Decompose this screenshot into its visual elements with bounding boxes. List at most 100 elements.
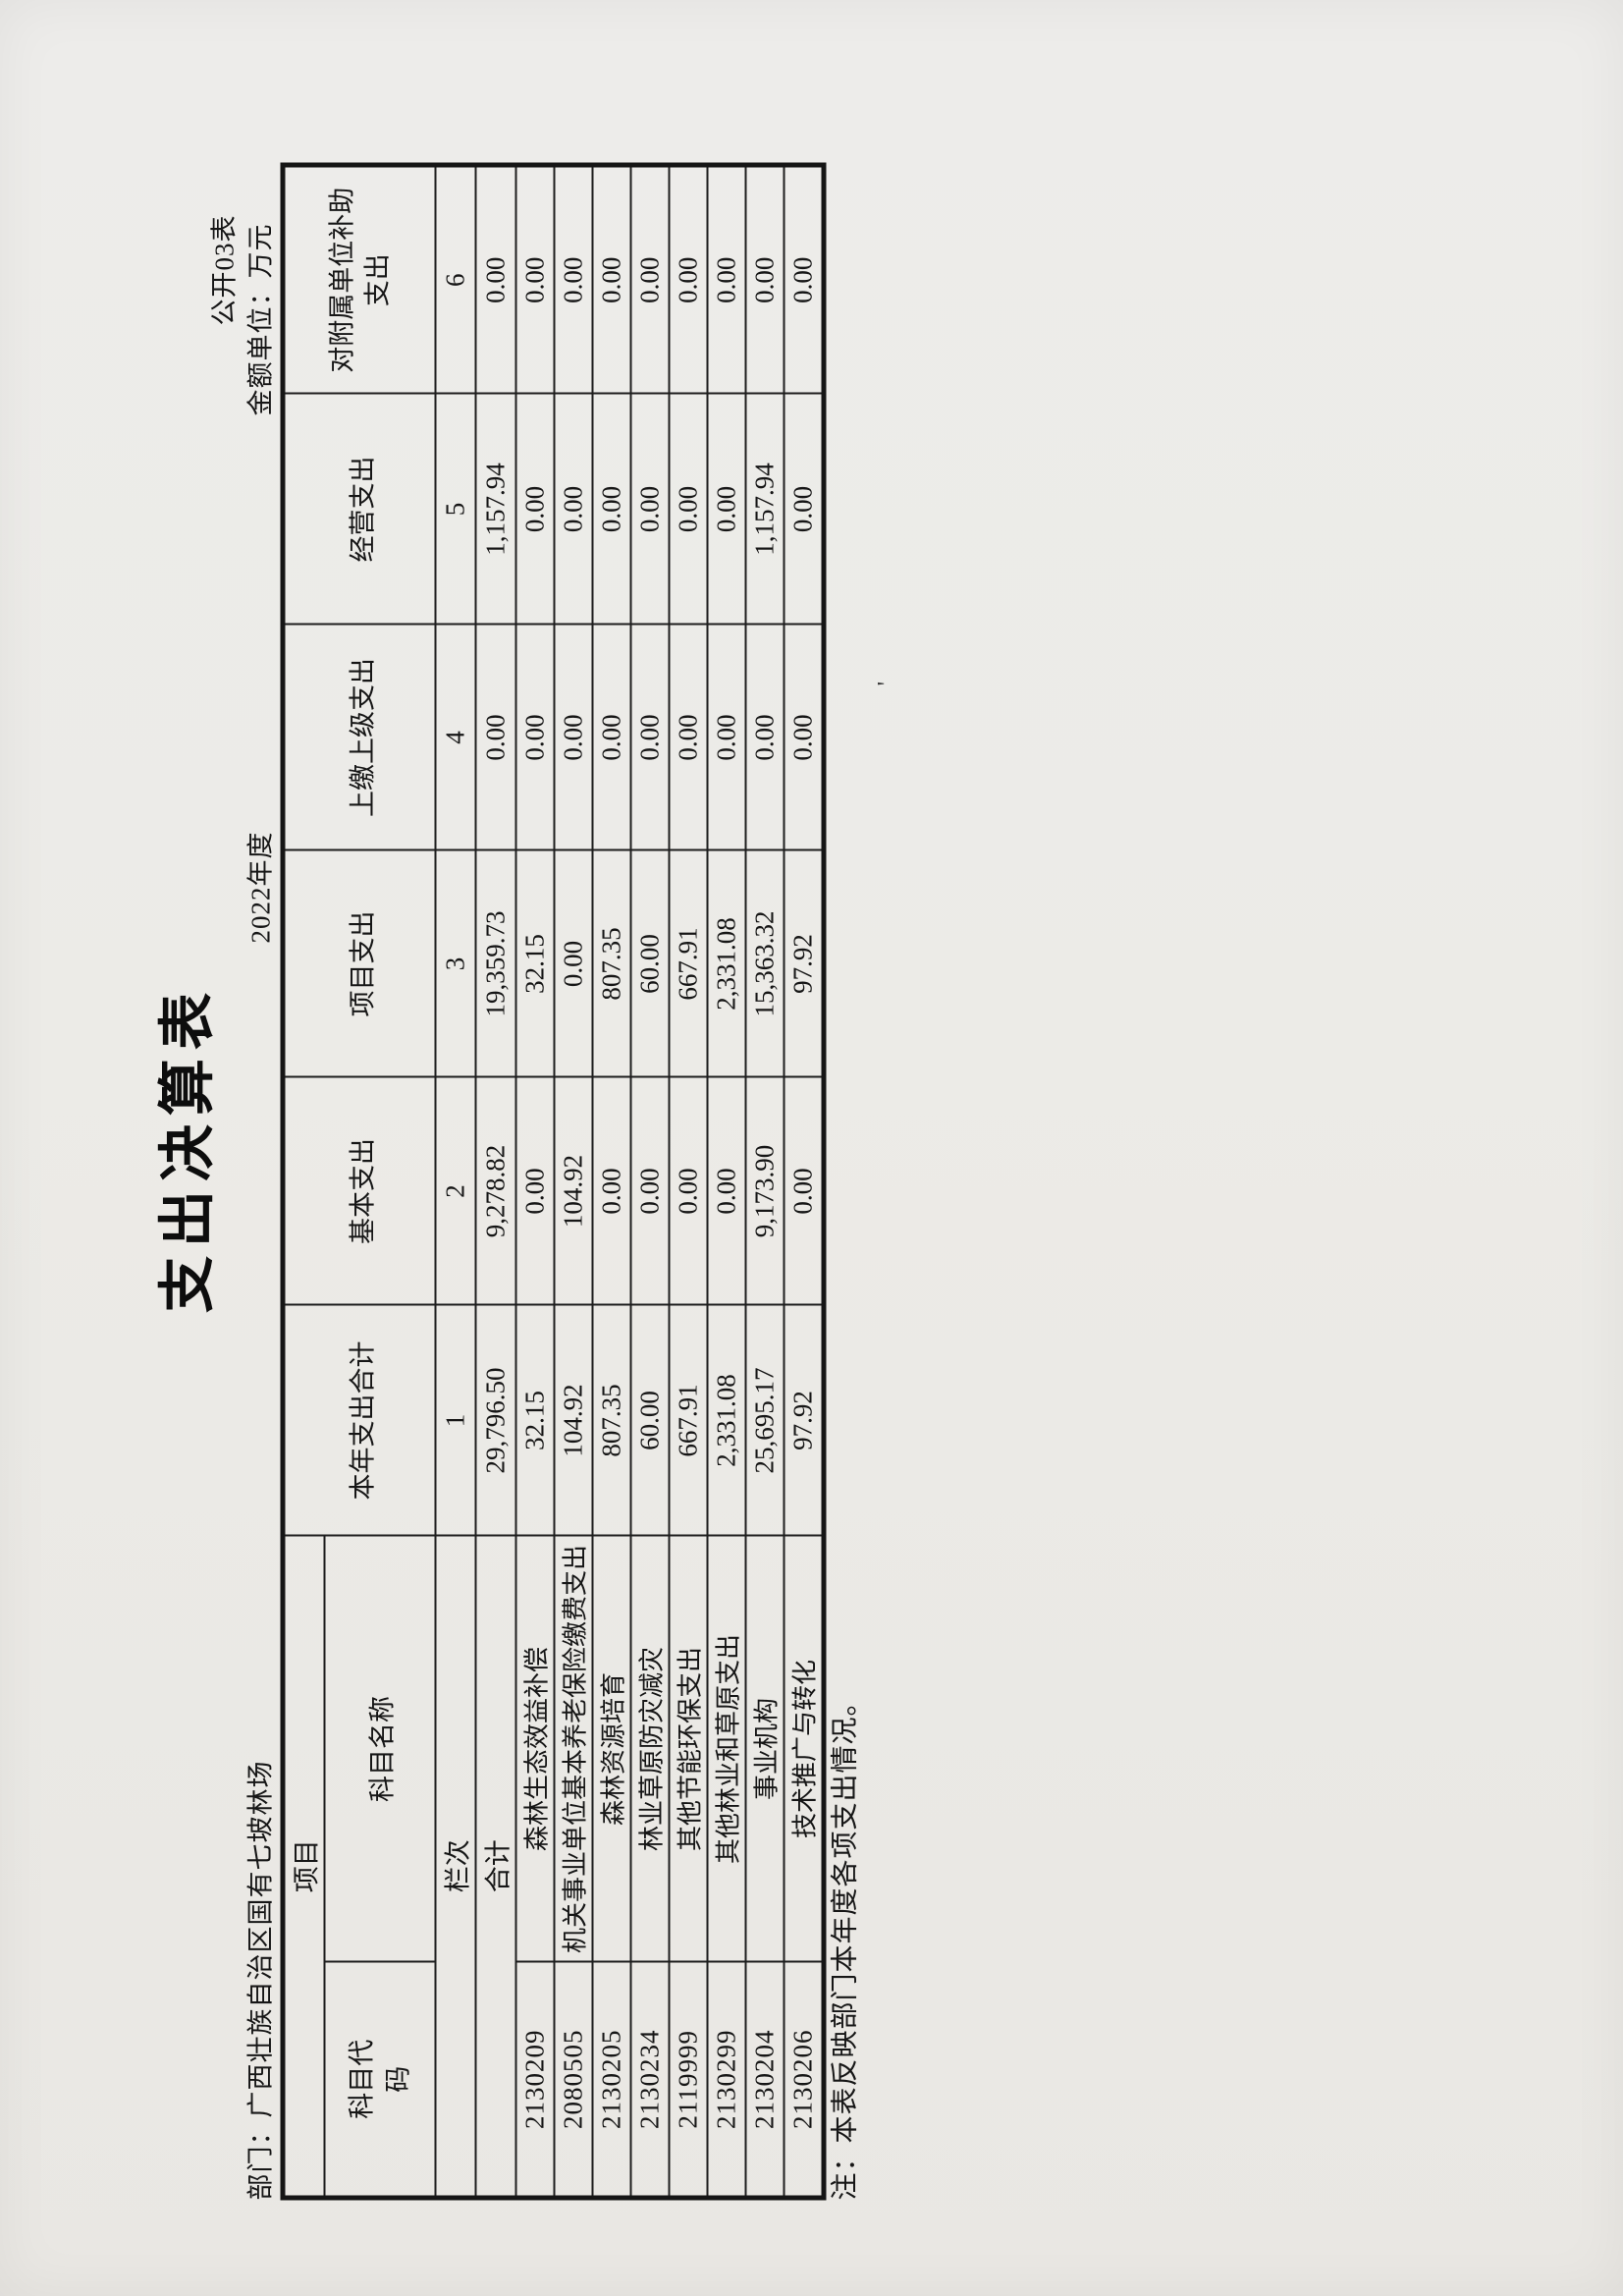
value-cell-col5: 1,157.94 bbox=[745, 393, 784, 625]
value-cell-col5: 0.00 bbox=[669, 393, 707, 625]
total-value-col1: 29,796.50 bbox=[475, 1304, 515, 1536]
table-row: 2130299 其他林业和草原支出 2,331.08 0.00 2,331.08 0.00… bbox=[707, 164, 745, 2198]
total-label: 合计 bbox=[475, 1535, 515, 2198]
value-cell-col4: 0.00 bbox=[669, 624, 707, 850]
value-cell-col4: 0.00 bbox=[745, 624, 784, 850]
subject-name-cell: 林业草原防灾减灾 bbox=[630, 1535, 669, 1962]
value-cell-col3: 2,331.08 bbox=[707, 849, 745, 1077]
subject-name-cell: 森林生态效益补偿 bbox=[515, 1535, 554, 1962]
subject-name-cell: 其他林业和草原支出 bbox=[707, 1535, 745, 1962]
subject-code-cell: 2130299 bbox=[707, 1961, 745, 2198]
total-row: 合计 29,796.50 9,278.82 19,359.73 0.00 1,157.9… bbox=[475, 164, 515, 2198]
value-cell-col6: 0.00 bbox=[669, 164, 707, 394]
total-value-col2: 9,278.82 bbox=[475, 1076, 515, 1305]
col-num-3: 3 bbox=[435, 849, 475, 1077]
total-value-col4: 0.00 bbox=[475, 624, 515, 850]
header-total-year: 本年支出合计 bbox=[282, 1304, 435, 1536]
value-cell-col3: 0.00 bbox=[554, 849, 592, 1077]
subject-name-cell: 其他节能环保支出 bbox=[669, 1535, 707, 1962]
value-cell-col1: 2,331.08 bbox=[707, 1304, 745, 1536]
value-cell-col4: 0.00 bbox=[592, 624, 630, 850]
header-project-exp: 项目支出 bbox=[282, 849, 435, 1077]
public-table-label: 公开03表 bbox=[209, 214, 239, 325]
value-cell-col2: 104.92 bbox=[554, 1076, 592, 1305]
subject-code-cell: 2130204 bbox=[745, 1961, 784, 2198]
value-cell-col6: 0.00 bbox=[745, 164, 784, 394]
total-value-col3: 19,359.73 bbox=[475, 849, 515, 1077]
value-cell-col1: 104.92 bbox=[554, 1304, 592, 1536]
value-cell-col2: 0.00 bbox=[630, 1076, 669, 1305]
table-row: 2130205 森林资源培育 807.35 0.00 807.35 0.00 0.00 0.0… bbox=[592, 164, 630, 2198]
header-project: 项目 bbox=[282, 1535, 324, 2198]
value-cell-col5: 0.00 bbox=[630, 393, 669, 625]
value-cell-col3: 15,363.32 bbox=[745, 849, 784, 1077]
value-cell-col4: 0.00 bbox=[707, 624, 745, 850]
header-subject-code-text: 科目代码 bbox=[347, 2039, 412, 2119]
header-subject-name: 科目名称 bbox=[324, 1535, 435, 1962]
value-cell-col3: 32.15 bbox=[515, 849, 554, 1077]
value-cell-col1: 97.92 bbox=[784, 1304, 824, 1536]
value-cell-col5: 0.00 bbox=[707, 393, 745, 625]
table-row: 2119999 其他节能环保支出 667.91 0.00 667.91 0.00 0.00 0… bbox=[669, 164, 707, 2198]
value-cell-col2: 0.00 bbox=[669, 1076, 707, 1305]
amount-unit: 金额单位：万元 bbox=[245, 223, 275, 415]
subject-code-cell: 2130205 bbox=[592, 1961, 630, 2198]
value-cell-col2: 0.00 bbox=[784, 1076, 824, 1305]
column-index-row: 栏次 1 2 3 4 5 6 bbox=[435, 164, 475, 2198]
value-cell-col1: 807.35 bbox=[592, 1304, 630, 1536]
header-subsidy-text: 对附属单位补助支出 bbox=[326, 187, 392, 373]
value-cell-col5: 0.00 bbox=[515, 393, 554, 625]
value-cell-col1: 60.00 bbox=[630, 1304, 669, 1536]
header-basic: 基本支出 bbox=[282, 1076, 435, 1305]
total-value-col6: 0.00 bbox=[475, 164, 515, 394]
table-row: 2130204 事业机构 25,695.17 9,173.90 15,363.32 0.0… bbox=[745, 164, 784, 2198]
value-cell-col6: 0.00 bbox=[515, 164, 554, 394]
subject-name-cell: 森林资源培育 bbox=[592, 1535, 630, 1962]
total-value-col5: 1,157.94 bbox=[475, 393, 515, 625]
header-upper: 上缴上级支出 bbox=[282, 624, 435, 850]
value-cell-col6: 0.00 bbox=[592, 164, 630, 394]
header-subject-code: 科目代码 bbox=[324, 1961, 435, 2198]
header-operating: 经营支出 bbox=[282, 393, 435, 625]
value-cell-col2: 0.00 bbox=[592, 1076, 630, 1305]
value-cell-col5: 0.00 bbox=[592, 393, 630, 625]
value-cell-col1: 25,695.17 bbox=[745, 1304, 784, 1536]
value-cell-col6: 0.00 bbox=[784, 164, 824, 394]
subject-code-cell: 2130209 bbox=[515, 1961, 554, 2198]
value-cell-col6: 0.00 bbox=[707, 164, 745, 394]
value-cell-col3: 807.35 bbox=[592, 849, 630, 1077]
expenditure-table: 项目 本年支出合计 基本支出 项目支出 上缴上级支出 经营支出 对附属单位补助支… bbox=[280, 162, 826, 2200]
value-cell-col3: 60.00 bbox=[630, 849, 669, 1077]
department-line: 部门：广西壮族自治区国有七坡林场 bbox=[245, 1760, 275, 2200]
fiscal-year: 2022年度 bbox=[245, 831, 275, 943]
subject-code-cell: 2119999 bbox=[669, 1961, 707, 2198]
subject-name-cell: 技术推广与转化 bbox=[784, 1535, 824, 1962]
value-cell-col6: 0.00 bbox=[630, 164, 669, 394]
value-cell-col5: 0.00 bbox=[784, 393, 824, 625]
value-cell-col4: 0.00 bbox=[784, 624, 824, 850]
subject-name-cell: 事业机构 bbox=[745, 1535, 784, 1962]
scan-artifact-mark: ' bbox=[872, 681, 900, 685]
value-cell-col4: 0.00 bbox=[554, 624, 592, 850]
subject-name-cell: 机关事业单位基本养老保险缴费支出 bbox=[554, 1535, 592, 1962]
value-cell-col4: 0.00 bbox=[515, 624, 554, 850]
col-num-1: 1 bbox=[435, 1304, 475, 1536]
lanci-label: 栏次 bbox=[435, 1535, 475, 2198]
subject-code-cell: 2080505 bbox=[554, 1961, 592, 2198]
value-cell-col2: 0.00 bbox=[707, 1076, 745, 1305]
value-cell-col1: 32.15 bbox=[515, 1304, 554, 1536]
header-row-1: 项目 本年支出合计 基本支出 项目支出 上缴上级支出 经营支出 对附属单位补助支… bbox=[282, 164, 435, 2198]
col-num-2: 2 bbox=[435, 1076, 475, 1305]
value-cell-col5: 0.00 bbox=[554, 393, 592, 625]
col-num-5: 5 bbox=[435, 393, 475, 625]
table-row: 2130234 林业草原防灾减灾 60.00 0.00 60.00 0.00 0.00 0.0… bbox=[630, 164, 669, 2198]
footnote: 注：本表反映部门本年度各项支出情况。 bbox=[830, 1686, 860, 2200]
page-title: 支出决算表 bbox=[155, 983, 219, 1313]
value-cell-col1: 667.91 bbox=[669, 1304, 707, 1536]
table-row: 2130209 森林生态效益补偿 32.15 0.00 32.15 0.00 0.00 0.0… bbox=[515, 164, 554, 2198]
value-cell-col4: 0.00 bbox=[630, 624, 669, 850]
value-cell-col3: 97.92 bbox=[784, 849, 824, 1077]
header-subsidy: 对附属单位补助支出 bbox=[282, 164, 435, 394]
